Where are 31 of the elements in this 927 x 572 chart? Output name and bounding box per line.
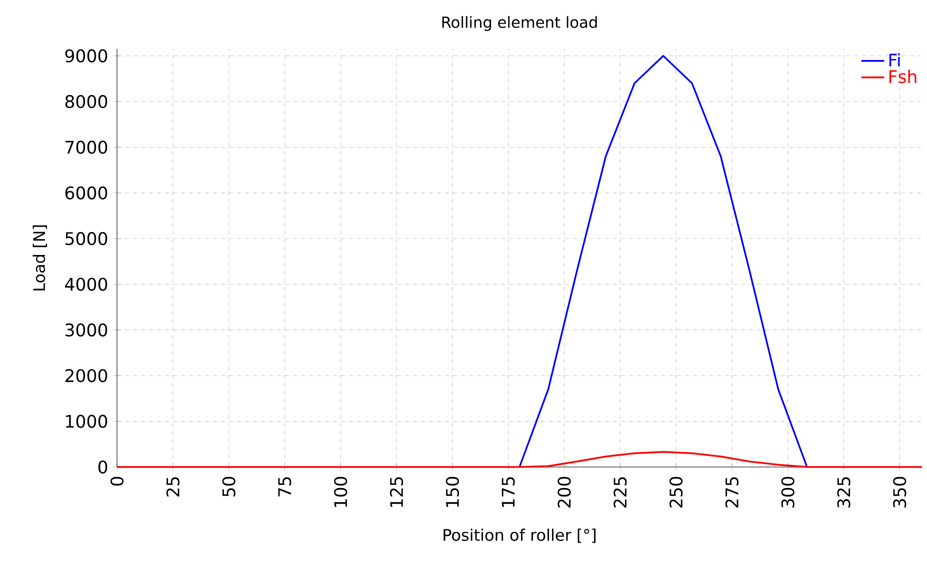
x-tick-label: 25 (166, 477, 180, 496)
y-tick-label: 9000 (65, 49, 108, 62)
x-tick-label: 325 (837, 477, 850, 508)
x-tick-label: 175 (502, 477, 515, 507)
x-tick-label: 275 (725, 477, 738, 508)
legend-label: Fsh (889, 70, 916, 84)
y-tick-label: 1000 (66, 414, 108, 428)
x-tick-label: 200 (558, 476, 571, 508)
y-tick-label: 8000 (65, 94, 108, 108)
x-tick-label: 100 (334, 476, 348, 507)
x-tick-label: 250 (669, 476, 683, 508)
line-series (518, 54, 808, 468)
x-tick-label: 0 (110, 476, 124, 486)
x-tick-label: 300 (781, 476, 794, 508)
x-tick-label: 75 (278, 477, 292, 496)
y-tick-label: 4000 (65, 278, 108, 291)
chart-title: Rolling element load (442, 16, 597, 31)
y-tick-label: 3000 (66, 323, 108, 337)
x-tick-label: 225 (614, 477, 627, 508)
legend-label: Fi (889, 53, 900, 66)
y-tick-label: 0 (98, 460, 108, 474)
y-tick-label: 6000 (65, 186, 108, 200)
y-tick-label: 7000 (66, 140, 108, 154)
x-tick-label: 50 (222, 476, 236, 496)
x-tick-label: 350 (893, 476, 906, 508)
y-axis-title: Load [N] (32, 225, 48, 290)
x-tick-label: 125 (390, 477, 404, 507)
y-tick-label: 2000 (65, 369, 108, 382)
x-axis-title: Position of roller [°] (444, 528, 596, 543)
y-tick-label: 5000 (66, 232, 108, 246)
x-tick-label: 150 (446, 476, 459, 507)
